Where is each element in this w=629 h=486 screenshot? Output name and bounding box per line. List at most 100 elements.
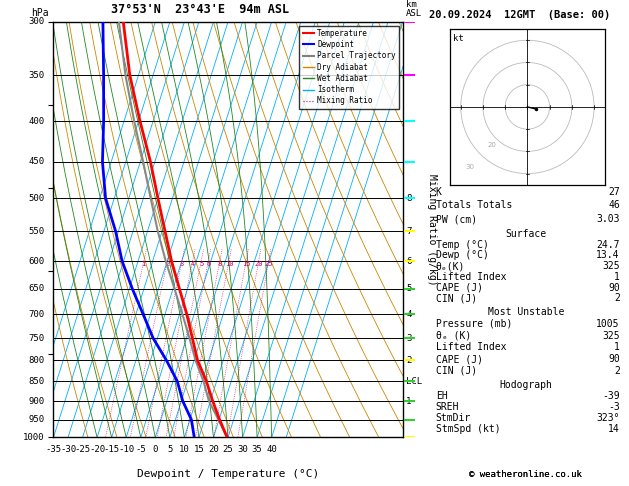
- Text: -5: -5: [135, 445, 146, 454]
- Text: -35: -35: [45, 445, 62, 454]
- Text: θₑ(K): θₑ(K): [436, 261, 465, 271]
- Text: 450: 450: [28, 157, 45, 166]
- Text: -10: -10: [118, 445, 134, 454]
- Text: 10: 10: [225, 261, 233, 267]
- Text: 25: 25: [264, 261, 273, 267]
- Text: Surface: Surface: [505, 229, 547, 239]
- Text: 25: 25: [223, 445, 233, 454]
- Text: 325: 325: [602, 330, 620, 341]
- Text: 2: 2: [614, 294, 620, 303]
- Text: 6: 6: [406, 257, 411, 265]
- Text: K: K: [436, 187, 442, 196]
- Text: 4: 4: [406, 310, 411, 319]
- Text: 46: 46: [608, 200, 620, 210]
- Text: kt: kt: [453, 34, 464, 43]
- Text: Pressure (mb): Pressure (mb): [436, 319, 512, 329]
- Text: hPa: hPa: [31, 8, 48, 17]
- Text: 750: 750: [28, 333, 45, 343]
- Text: 1: 1: [406, 397, 411, 405]
- Text: 30: 30: [237, 445, 248, 454]
- Text: 300: 300: [28, 17, 45, 26]
- Text: 3: 3: [406, 333, 411, 343]
- Text: 850: 850: [28, 377, 45, 386]
- Text: 650: 650: [28, 284, 45, 293]
- Text: Dewp (°C): Dewp (°C): [436, 250, 489, 260]
- Text: 35: 35: [252, 445, 262, 454]
- Text: PW (cm): PW (cm): [436, 214, 477, 224]
- Text: 900: 900: [28, 397, 45, 405]
- Text: 2: 2: [165, 261, 169, 267]
- Text: 1: 1: [614, 272, 620, 282]
- Text: 1000: 1000: [23, 433, 45, 442]
- Text: 24.7: 24.7: [596, 240, 620, 250]
- Text: θₑ (K): θₑ (K): [436, 330, 471, 341]
- Text: Totals Totals: Totals Totals: [436, 200, 512, 210]
- Text: 27: 27: [608, 187, 620, 196]
- Text: -39: -39: [602, 391, 620, 401]
- Text: StmDir: StmDir: [436, 413, 471, 423]
- Text: SREH: SREH: [436, 402, 459, 412]
- Text: LCL: LCL: [406, 377, 422, 386]
- Text: 20.09.2024  12GMT  (Base: 00): 20.09.2024 12GMT (Base: 00): [429, 10, 610, 20]
- Text: CIN (J): CIN (J): [436, 366, 477, 376]
- Text: 5: 5: [406, 284, 411, 293]
- Text: 15: 15: [242, 261, 250, 267]
- Text: 1: 1: [142, 261, 146, 267]
- Text: -30: -30: [60, 445, 76, 454]
- Text: 10: 10: [179, 445, 190, 454]
- Text: CIN (J): CIN (J): [436, 294, 477, 303]
- Text: 2: 2: [406, 356, 411, 365]
- Text: Temp (°C): Temp (°C): [436, 240, 489, 250]
- Text: 1: 1: [614, 342, 620, 352]
- Text: 90: 90: [608, 354, 620, 364]
- Text: 350: 350: [28, 70, 45, 80]
- Text: 14: 14: [608, 424, 620, 434]
- Text: 4: 4: [191, 261, 195, 267]
- Text: 20: 20: [487, 142, 496, 148]
- Text: 800: 800: [28, 356, 45, 365]
- Text: 8: 8: [406, 194, 411, 203]
- Text: Dewpoint / Temperature (°C): Dewpoint / Temperature (°C): [137, 469, 319, 479]
- Text: -20: -20: [89, 445, 105, 454]
- Text: 20: 20: [254, 261, 263, 267]
- Text: 0: 0: [153, 445, 158, 454]
- Text: 90: 90: [608, 282, 620, 293]
- Text: 550: 550: [28, 226, 45, 236]
- Text: 6: 6: [206, 261, 210, 267]
- Y-axis label: Mixing Ratio (g/kg): Mixing Ratio (g/kg): [427, 174, 437, 285]
- Text: 15: 15: [194, 445, 204, 454]
- Text: StmSpd (kt): StmSpd (kt): [436, 424, 501, 434]
- Text: 7: 7: [406, 226, 411, 236]
- Text: © weatheronline.co.uk: © weatheronline.co.uk: [469, 469, 582, 479]
- Text: Lifted Index: Lifted Index: [436, 272, 506, 282]
- Legend: Temperature, Dewpoint, Parcel Trajectory, Dry Adiabat, Wet Adiabat, Isotherm, Mi: Temperature, Dewpoint, Parcel Trajectory…: [299, 26, 399, 108]
- Text: -3: -3: [608, 402, 620, 412]
- Text: Hodograph: Hodograph: [499, 380, 552, 390]
- Text: 40: 40: [266, 445, 277, 454]
- Text: CAPE (J): CAPE (J): [436, 354, 483, 364]
- Text: 1005: 1005: [596, 319, 620, 329]
- Text: 950: 950: [28, 415, 45, 424]
- Text: 30: 30: [465, 164, 474, 170]
- Text: Most Unstable: Most Unstable: [487, 307, 564, 317]
- Text: 8: 8: [218, 261, 222, 267]
- Text: 5: 5: [167, 445, 172, 454]
- Text: CAPE (J): CAPE (J): [436, 282, 483, 293]
- Text: 600: 600: [28, 257, 45, 265]
- Text: km
ASL: km ASL: [406, 0, 422, 17]
- Text: 323°: 323°: [596, 413, 620, 423]
- Text: 400: 400: [28, 117, 45, 126]
- Text: 2: 2: [614, 366, 620, 376]
- Text: 700: 700: [28, 310, 45, 319]
- Text: 3: 3: [180, 261, 184, 267]
- Text: -25: -25: [74, 445, 91, 454]
- Text: 13.4: 13.4: [596, 250, 620, 260]
- Text: 20: 20: [208, 445, 219, 454]
- Text: 325: 325: [602, 261, 620, 271]
- Text: 3.03: 3.03: [596, 214, 620, 224]
- Text: 5: 5: [199, 261, 203, 267]
- Text: EH: EH: [436, 391, 448, 401]
- Text: © weatheronline.co.uk: © weatheronline.co.uk: [469, 469, 582, 479]
- Text: 37°53'N  23°43'E  94m ASL: 37°53'N 23°43'E 94m ASL: [111, 2, 289, 16]
- Text: -15: -15: [104, 445, 120, 454]
